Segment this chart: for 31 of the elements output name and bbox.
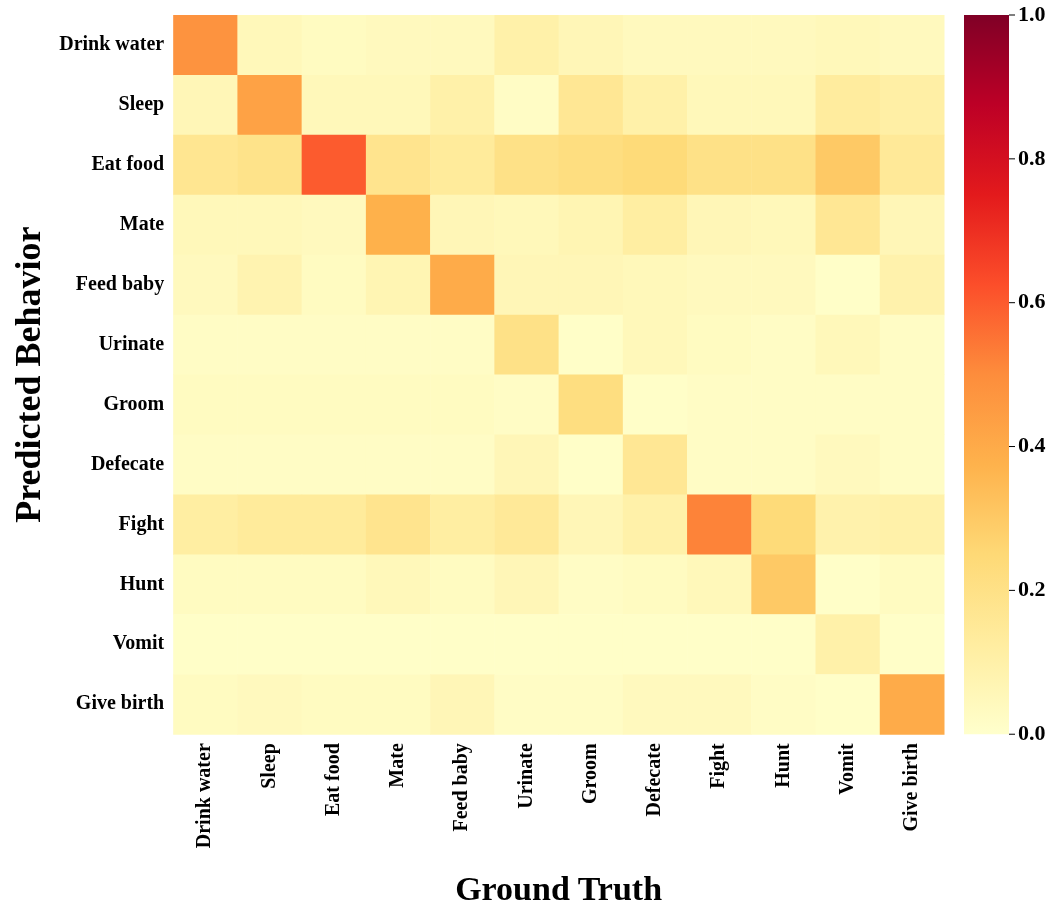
y-tick-label: Vomit — [112, 631, 165, 654]
x-tick-label: Vomit — [834, 742, 857, 795]
x-axis-title: Ground Truth — [455, 870, 663, 908]
color-bar-label: 0.2 — [1018, 576, 1046, 602]
x-tick-label: Give birth — [899, 743, 922, 832]
color-bar-label: 0.6 — [1018, 288, 1046, 314]
x-tick-label: Mate — [385, 743, 408, 788]
x-tick-label: Sleep — [256, 743, 280, 789]
y-tick-label: Eat food — [91, 152, 165, 175]
color-bar-label: 1.0 — [1018, 0, 1046, 26]
y-tick-label: Urinate — [98, 331, 165, 354]
y-tick-label: Feed baby — [75, 271, 165, 295]
x-tick-label: Eat food — [320, 743, 343, 817]
y-tick-label: Give birth — [75, 691, 165, 714]
y-axis-title: Predicted Behavior — [7, 226, 48, 523]
y-tick-label: Hunt — [119, 571, 165, 594]
x-tick-label: Fight — [706, 742, 730, 789]
x-tick-label: Urinate — [513, 743, 536, 809]
y-tick-label: Sleep — [118, 92, 165, 116]
x-tick-label: Defecate — [642, 743, 665, 817]
x-tick-label: Groom — [577, 742, 600, 804]
y-tick-label: Groom — [103, 391, 165, 414]
y-tick-label: Drink water — [59, 32, 165, 55]
x-tick-label: Hunt — [770, 742, 793, 788]
x-tick-label: Feed baby — [449, 743, 473, 832]
color-bar-label: 0.8 — [1018, 144, 1046, 170]
y-tick-label: Fight — [118, 511, 165, 535]
color-bar-label: 0.4 — [1018, 432, 1046, 458]
color-bar-label: 0.0 — [1018, 719, 1046, 745]
y-tick-label: Mate — [119, 211, 165, 234]
y-tick-label: Defecate — [90, 451, 165, 474]
